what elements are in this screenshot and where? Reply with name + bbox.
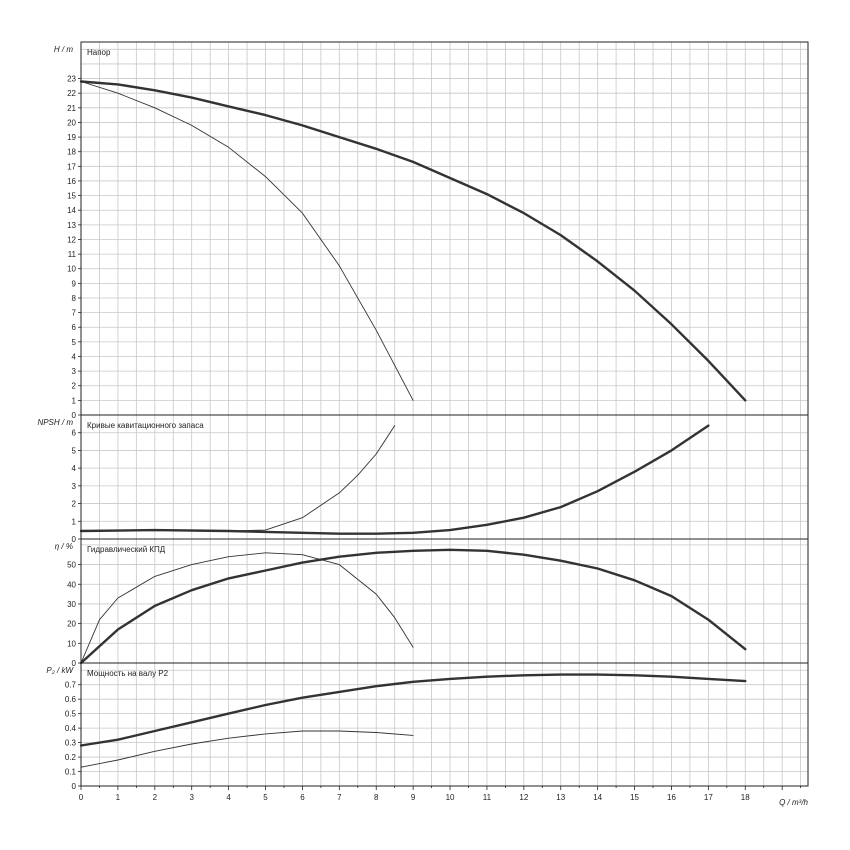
y-tick-label: 23 (67, 75, 76, 84)
y-tick-label: 0.1 (65, 768, 77, 777)
npsh-y-axis-label: NPSH / m (37, 418, 73, 427)
y-tick-label: 6 (72, 323, 77, 332)
x-tick-label: 6 (300, 793, 305, 802)
y-tick-label: 4 (72, 352, 77, 361)
power-panel-title: Мощность на валу P2 (87, 669, 169, 678)
y-tick-label: 4 (72, 464, 77, 473)
y-tick-label: 13 (67, 221, 76, 230)
y-tick-label: 16 (67, 177, 76, 186)
y-tick-label: 22 (67, 89, 76, 98)
x-tick-label: 18 (741, 793, 750, 802)
y-tick-label: 15 (67, 192, 76, 201)
y-tick-label: 5 (72, 446, 77, 455)
y-tick-label: 11 (68, 250, 77, 259)
eff-y-axis-label: η / % (55, 542, 73, 551)
y-tick-label: 20 (67, 620, 76, 629)
power-curve-thick (79, 673, 747, 747)
y-tick-label: 0 (72, 659, 77, 668)
panel-frames (78, 41, 809, 790)
head-curve-thick (79, 80, 747, 402)
y-tick-label: 17 (67, 162, 76, 171)
x-tick-label: 9 (411, 793, 416, 802)
y-tick-label: 20 (67, 118, 76, 127)
power-curve-thin (80, 730, 414, 768)
x-tick-label: 13 (556, 793, 565, 802)
y-tick-label: 7 (72, 309, 77, 318)
x-tick-label: 3 (189, 793, 194, 802)
y-tick-label: 6 (72, 429, 77, 438)
y-tick-label: 10 (67, 265, 76, 274)
y-tick-label: 3 (72, 367, 77, 376)
y-tick-label: 2 (72, 500, 77, 509)
power-panel-frame (80, 662, 809, 787)
x-tick-label: 16 (667, 793, 676, 802)
y-tick-label: 1 (72, 396, 77, 405)
npsh-curve-thin (80, 425, 396, 532)
eff-curve-thick (79, 548, 747, 665)
y-tick-label: 8 (72, 294, 77, 303)
y-tick-label: 18 (67, 148, 76, 157)
x-tick-label: 4 (226, 793, 231, 802)
y-tick-label: 5 (72, 338, 77, 347)
x-tick-label: 15 (630, 793, 639, 802)
head-panel-title: Напор (87, 48, 111, 57)
head-y-axis-label: H / m (54, 45, 73, 54)
eff-panel-frame (80, 538, 809, 664)
npsh-curve-thick (79, 424, 710, 535)
y-tick-label: 30 (67, 600, 76, 609)
y-tick-label: 0.6 (65, 695, 77, 704)
y-tick-label: 0 (72, 411, 77, 420)
x-tick-label: 1 (116, 793, 121, 802)
axis-labels: 01234567891011121314151617181920212223H … (37, 45, 808, 807)
y-tick-label: 19 (67, 133, 76, 142)
y-tick-label: 9 (72, 279, 77, 288)
x-tick-label: 7 (337, 793, 342, 802)
y-tick-label: 0.2 (65, 753, 77, 762)
eff-curve-thin (80, 552, 414, 664)
y-tick-label: 3 (72, 482, 77, 491)
eff-panel-title: Гидравлический КПД (87, 545, 166, 554)
y-tick-label: 0 (72, 535, 77, 544)
head-curve-thin (80, 81, 414, 401)
y-tick-label: 0.4 (65, 724, 77, 733)
x-tick-label: 10 (446, 793, 455, 802)
y-tick-label: 0.5 (65, 710, 77, 719)
npsh-panel-frame (80, 414, 809, 540)
x-tick-label: 11 (483, 793, 492, 802)
y-tick-label: 0 (72, 782, 77, 791)
y-tick-label: 0.3 (65, 739, 77, 748)
npsh-panel-title: Кривые кавитационного запаса (87, 421, 204, 430)
x-tick-label: 8 (374, 793, 379, 802)
y-tick-label: 10 (67, 639, 76, 648)
x-tick-label: 12 (519, 793, 528, 802)
power-y-axis-label: P₂ / kW (46, 666, 74, 675)
y-tick-label: 40 (67, 580, 76, 589)
y-tick-label: 0.7 (65, 681, 77, 690)
x-tick-label: 17 (704, 793, 713, 802)
x-axis-label: Q / m³/h (779, 798, 808, 807)
y-tick-label: 50 (67, 561, 76, 570)
x-tick-label: 14 (593, 793, 602, 802)
x-tick-label: 2 (153, 793, 158, 802)
y-tick-label: 12 (67, 235, 76, 244)
x-tick-label: 5 (263, 793, 268, 802)
y-tick-label: 1 (72, 517, 77, 526)
y-tick-label: 21 (67, 104, 76, 113)
grid-lines (81, 42, 808, 786)
y-tick-label: 2 (72, 382, 77, 391)
performance-curves (79, 80, 747, 768)
x-tick-label: 0 (79, 793, 84, 802)
y-tick-label: 14 (67, 206, 76, 215)
